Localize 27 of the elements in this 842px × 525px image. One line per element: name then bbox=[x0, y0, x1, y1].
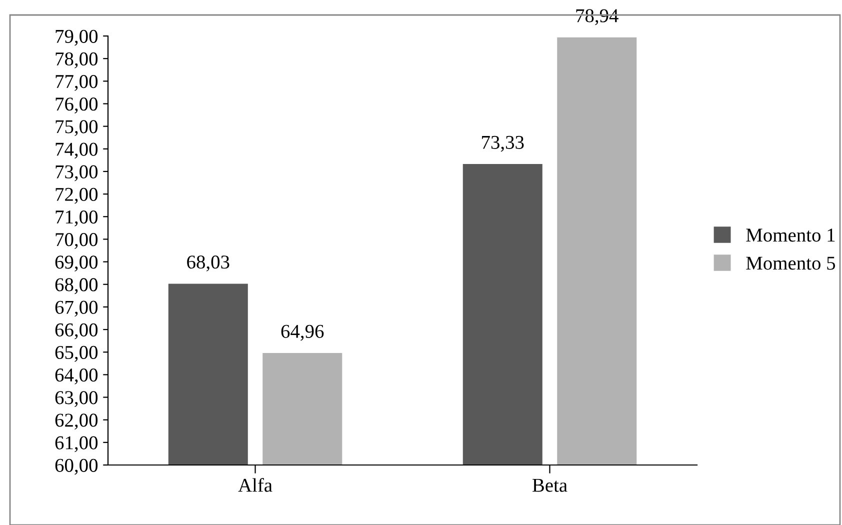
x-tick-label: Beta bbox=[532, 478, 568, 492]
y-tick-label: 60,00 bbox=[55, 458, 98, 475]
y-tick-label: 69,00 bbox=[55, 256, 98, 272]
y-tick-label: 65,00 bbox=[55, 346, 98, 362]
y-tick-label: 79,00 bbox=[56, 30, 98, 46]
y-tick-label: 61,00 bbox=[55, 436, 98, 452]
y-tick-label: 67,00 bbox=[55, 300, 98, 317]
x-tick-label: Alfa bbox=[238, 478, 272, 492]
data-label: 68,03 bbox=[187, 256, 230, 272]
y-tick-label: 77,00 bbox=[56, 74, 98, 91]
y-tick-label: 63,00 bbox=[55, 391, 98, 407]
y-tick-label: 78,00 bbox=[56, 52, 98, 68]
y-tick-label: 68,00 bbox=[55, 278, 98, 294]
y-tick-label: 66,00 bbox=[55, 323, 98, 340]
y-tick-label: 64,00 bbox=[55, 368, 98, 384]
legend-label: Momento 5 bbox=[746, 256, 836, 270]
y-tick-label: 72,00 bbox=[56, 188, 98, 204]
y-tick-label: 75,00 bbox=[56, 120, 98, 136]
y-tick-label: 70,00 bbox=[56, 233, 98, 249]
y-tick-label: 62,00 bbox=[55, 414, 98, 430]
data-label: 73,33 bbox=[482, 136, 524, 152]
legend-label: Momento 1 bbox=[746, 228, 835, 242]
y-tick-label: 76,00 bbox=[56, 98, 98, 114]
y-tick-label: 71,00 bbox=[56, 210, 98, 226]
y-tick-label: 73,00 bbox=[56, 165, 98, 182]
data-label: 64,96 bbox=[281, 324, 324, 341]
y-tick-label: 74,00 bbox=[56, 142, 98, 159]
